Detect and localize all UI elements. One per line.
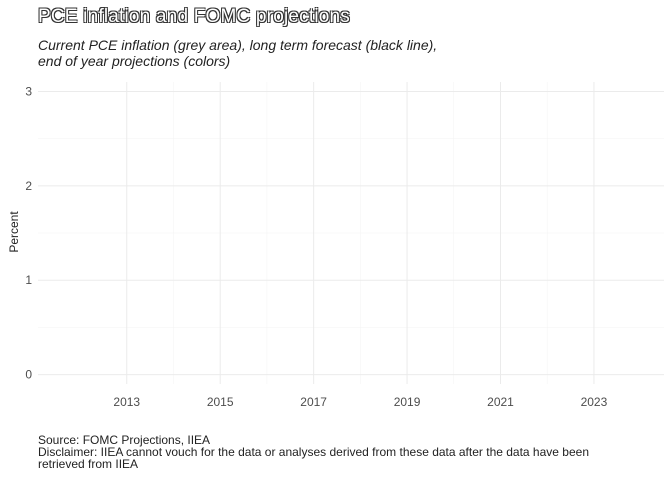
x-tick-label: 2015	[207, 395, 234, 409]
subtitle-line-1: Current PCE inflation (grey area), long …	[38, 37, 438, 53]
plot-area: 2013 2015 2017 2019 2021 2023 0 1 2 3 Percent	[7, 82, 664, 409]
y-tick-label: 2	[25, 179, 32, 193]
x-tick-labels: 2013 2015 2017 2019 2021 2023	[113, 395, 607, 409]
y-tick-label: 0	[25, 368, 32, 382]
y-axis-title: Percent	[7, 211, 21, 253]
chart-title: PCE inflation and FOMC projections	[38, 6, 350, 27]
caption-disclaimer-continued: retrieved from IIEA	[38, 457, 139, 471]
caption-disclaimer: Disclaimer: IIEA cannot vouch for the da…	[38, 445, 589, 459]
x-tick-label: 2023	[581, 395, 608, 409]
chart-caption: Source: FOMC Projections, IIEA Disclaime…	[38, 434, 658, 470]
y-tick-label: 3	[25, 84, 32, 98]
subtitle-line-2: end of year projections (colors)	[38, 53, 231, 69]
caption-source: Source: FOMC Projections, IIEA	[38, 433, 211, 447]
x-tick-label: 2019	[394, 395, 421, 409]
y-tick-label: 1	[25, 273, 32, 287]
minor-gridlines	[38, 82, 664, 384]
major-gridlines	[38, 82, 664, 384]
chart-subtitle: Current PCE inflation (grey area), long …	[38, 37, 638, 69]
x-tick-label: 2021	[487, 395, 514, 409]
x-tick-label: 2013	[113, 395, 140, 409]
y-tick-labels: 0 1 2 3	[25, 84, 32, 381]
x-tick-label: 2017	[300, 395, 327, 409]
